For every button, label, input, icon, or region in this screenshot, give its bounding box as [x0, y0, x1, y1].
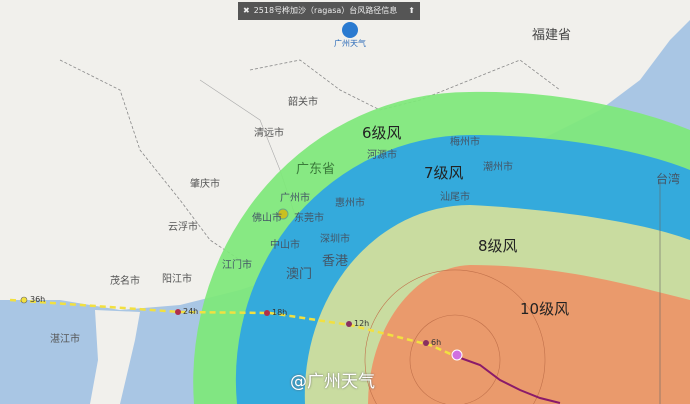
wind-label-10: 10级风: [520, 300, 570, 318]
city-label: 阳江市: [162, 274, 192, 285]
city-label: 广州市: [280, 193, 310, 204]
point-label-18h: 18h: [272, 308, 288, 317]
city-label: 湛江市: [50, 334, 80, 345]
point-label-12h: 12h: [354, 319, 370, 328]
wind-circle-10: [368, 265, 690, 404]
city-label: 东莞市: [294, 213, 324, 224]
city-label: 中山市: [270, 240, 300, 251]
logo-icon: [342, 22, 358, 38]
weibo-watermark: @广州天气: [290, 372, 375, 392]
city-label: 香港: [322, 254, 349, 269]
province-label-guangdong: 广东省: [296, 162, 336, 177]
title-text: 2518号桦加沙（ragasa）台风路径信息: [253, 6, 398, 15]
point-label-24h: 24h: [183, 307, 199, 316]
city-label: 茂名市: [110, 276, 140, 287]
forecast-track: [9, 298, 456, 358]
point-36h: [20, 296, 28, 304]
city-label: 韶关市: [288, 97, 318, 108]
inner-ring: [409, 314, 501, 404]
point-label-6h: 6h: [431, 338, 442, 347]
point-24h: [175, 309, 181, 315]
city-label: 惠州市: [335, 198, 365, 209]
wind-label-8: 8级风: [478, 237, 518, 255]
city-label: 汕尾市: [440, 192, 470, 203]
city-label: 佛山市: [252, 213, 282, 224]
point-6h: [423, 340, 429, 346]
wind-label-6: 6级风: [362, 124, 402, 142]
wind-label-7: 7级风: [424, 164, 464, 182]
city-label: 深圳市: [320, 234, 350, 245]
close-icon[interactable]: ✖: [243, 6, 250, 15]
past-track: [454, 355, 561, 404]
point-18h: [264, 310, 270, 316]
city-label: 梅州市: [450, 137, 480, 148]
pin-icon[interactable]: ⬆: [408, 6, 415, 15]
city-label: 澳门: [286, 267, 313, 282]
title-bar: ✖ 2518号桦加沙（ragasa）台风路径信息 ⬆: [238, 2, 420, 20]
city-label: 河源市: [367, 150, 397, 161]
city-label: 清远市: [254, 128, 284, 139]
city-label: 江门市: [222, 260, 252, 271]
guangzhou-marker-icon: [277, 208, 289, 220]
point-label-36h: 36h: [30, 295, 46, 304]
point-12h: [346, 321, 352, 327]
outer-ring: [364, 269, 546, 404]
city-label: 潮州市: [483, 162, 513, 173]
city-label: 云浮市: [168, 222, 198, 233]
province-border: [59, 59, 241, 261]
logo: 广州天气: [330, 22, 370, 49]
city-label: 肇庆市: [190, 179, 220, 190]
leizhou-peninsula: [90, 310, 140, 404]
typhoon-center-icon: [451, 349, 463, 361]
province-label-fujian: 福建省: [532, 28, 572, 43]
logo-text: 广州天气: [334, 39, 366, 48]
city-label: 台湾: [656, 172, 681, 186]
